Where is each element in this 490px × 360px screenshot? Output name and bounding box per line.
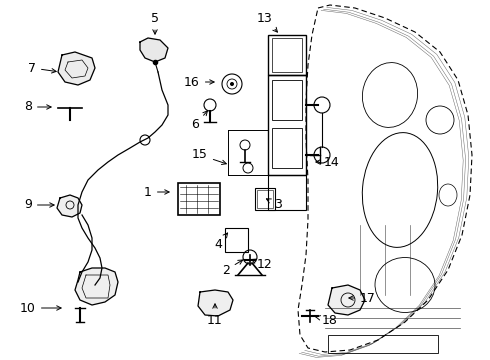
Bar [257,190,273,208]
Text: 6: 6 [191,111,207,131]
Polygon shape [198,290,233,316]
Bar [272,128,302,168]
Text: 13: 13 [257,12,277,32]
Text: 5: 5 [151,12,159,34]
Text: 1: 1 [144,185,169,198]
Bar [268,175,306,210]
Polygon shape [75,268,118,305]
Polygon shape [58,52,95,85]
Bar [268,35,306,75]
Text: 12: 12 [251,258,273,271]
Bar [268,75,306,175]
Bar [328,335,438,353]
Polygon shape [328,285,365,315]
Bar [272,80,302,120]
Text: 8: 8 [24,100,51,113]
Text: 18: 18 [316,314,338,327]
Text: 7: 7 [28,62,56,75]
Text: 3: 3 [267,198,282,211]
Text: 17: 17 [349,292,376,305]
Text: 11: 11 [207,304,223,327]
Bar [178,183,220,215]
Text: 9: 9 [24,198,54,211]
Bar [225,228,248,252]
Text: 10: 10 [20,302,61,315]
Polygon shape [57,195,82,217]
Text: 15: 15 [192,148,226,165]
Text: 14: 14 [316,156,340,168]
Text: 2: 2 [222,260,243,276]
Polygon shape [140,38,168,62]
Text: 4: 4 [214,233,227,252]
Text: 16: 16 [184,76,214,89]
Bar [272,38,302,72]
Circle shape [230,82,234,86]
Bar [255,188,275,210]
